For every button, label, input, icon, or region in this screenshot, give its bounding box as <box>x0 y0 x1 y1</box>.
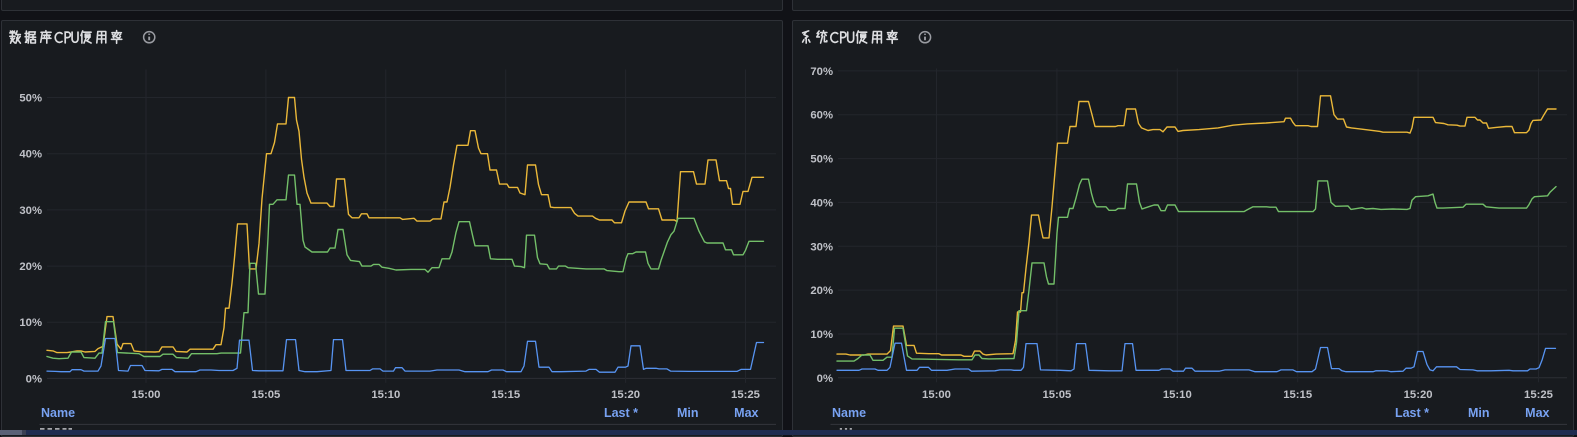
svg-text:15:05: 15:05 <box>1042 389 1071 401</box>
svg-text:0%: 0% <box>817 373 833 385</box>
svg-text:Name: Name <box>41 406 75 420</box>
svg-text:70%: 70% <box>810 66 833 78</box>
svg-text:20%: 20% <box>19 261 42 273</box>
svg-text:15:25: 15:25 <box>1524 389 1553 401</box>
svg-text:15:20: 15:20 <box>1404 389 1433 401</box>
svg-text:10%: 10% <box>19 317 42 329</box>
svg-text:30%: 30% <box>19 205 42 217</box>
svg-text:15:15: 15:15 <box>491 389 520 401</box>
svg-text:15:10: 15:10 <box>1163 389 1192 401</box>
svg-text:Name: Name <box>832 406 866 420</box>
svg-text:15:20: 15:20 <box>611 389 640 401</box>
svg-text:10%: 10% <box>810 329 833 341</box>
svg-text:15:25: 15:25 <box>731 389 760 401</box>
svg-text:0%: 0% <box>26 373 42 385</box>
svg-text:60%: 60% <box>810 110 833 122</box>
svg-text:40%: 40% <box>810 197 833 209</box>
svg-text:40%: 40% <box>19 149 42 161</box>
svg-text:50%: 50% <box>810 154 833 166</box>
svg-text:15:00: 15:00 <box>922 389 951 401</box>
svg-text:15:10: 15:10 <box>371 389 400 401</box>
svg-text:Last *: Last * <box>604 406 638 420</box>
svg-text:15:05: 15:05 <box>251 389 280 401</box>
svg-text:30%: 30% <box>810 241 833 253</box>
svg-text:15:00: 15:00 <box>132 389 161 401</box>
svg-text:20%: 20% <box>810 285 833 297</box>
svg-text:Last *: Last * <box>1395 406 1429 420</box>
svg-text:Min: Min <box>1468 406 1490 420</box>
svg-text:Max: Max <box>1525 406 1549 420</box>
svg-text:15:15: 15:15 <box>1283 389 1312 401</box>
svg-text:50%: 50% <box>19 93 42 105</box>
svg-text:Max: Max <box>734 406 758 420</box>
svg-text:Min: Min <box>677 406 699 420</box>
